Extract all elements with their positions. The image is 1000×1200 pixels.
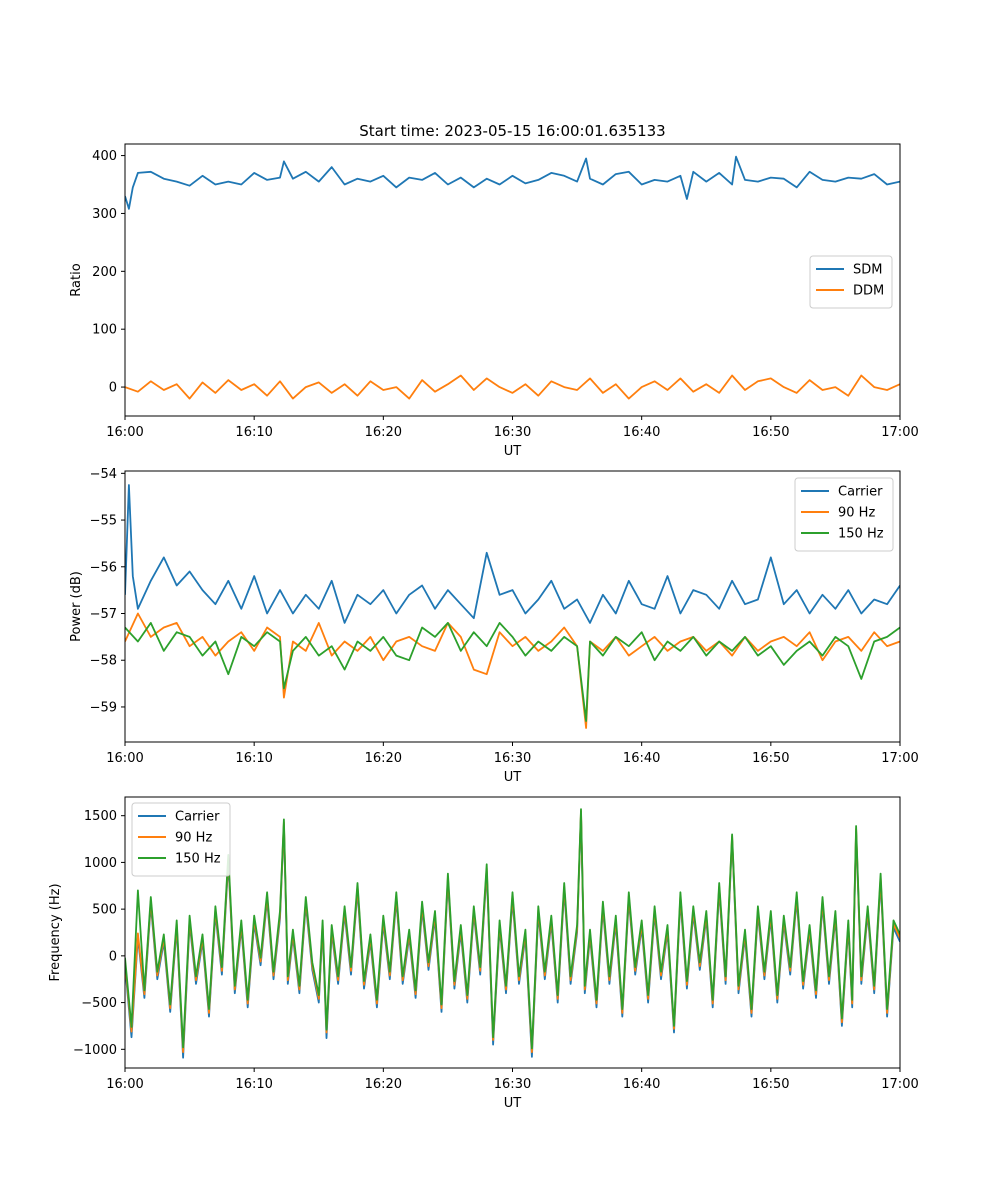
x-tick-label: 16:30 (494, 1077, 531, 1092)
chart-panel-1: 16:00 16:10 16:20 16:30 16:40 16:50 17:00 0 100 2… (69, 143, 919, 459)
x-tick-label: 16:10 (235, 751, 272, 766)
legend-label: 90 Hz (175, 831, 212, 846)
y-tick-label: −54 (90, 467, 117, 482)
x-tick-label: 17:00 (881, 1077, 918, 1092)
y-tick-label: 0 (109, 381, 117, 396)
y-axis-label: Power (dB) (69, 571, 84, 642)
plot-area (125, 155, 900, 400)
figure-title: Start time: 2023-05-15 16:00:01.635133 (359, 122, 665, 140)
x-tick-label: 16:00 (106, 1077, 143, 1092)
plot-area (125, 808, 900, 1059)
y-tick-label: 500 (92, 903, 117, 918)
chart-panel-2: 16:00 16:10 16:20 16:30 16:40 16:50 17:00 −59 −5… (69, 467, 919, 785)
chart-panel-3: 16:00 16:10 16:20 16:30 16:40 16:50 17:00 −1000… (48, 796, 919, 1111)
x-tick-label: 17:00 (881, 425, 918, 440)
x-tick-label: 16:50 (752, 751, 789, 766)
y-tick-label: 1000 (84, 856, 117, 871)
y-tick-label: −500 (81, 996, 117, 1011)
y-tick-label: −59 (90, 700, 117, 715)
series-line-ddm (125, 374, 900, 400)
legend: SDM DDM (809, 255, 893, 309)
y-axis-label: Ratio (69, 263, 84, 296)
y-tick-label: 100 (92, 323, 117, 338)
x-tick-label: 16:20 (365, 1077, 402, 1092)
y-tick-label: −58 (90, 654, 117, 669)
x-axis-label: UT (504, 444, 522, 459)
x-tick-label: 16:50 (752, 425, 789, 440)
series-line-90-hz (125, 612, 900, 729)
y-axis-label: Frequency (Hz) (48, 883, 63, 981)
y-tick-label: −56 (90, 560, 117, 575)
legend-label: DDM (853, 284, 884, 299)
x-tick-label: 16:30 (494, 751, 531, 766)
x-tick-label: 16:50 (752, 1077, 789, 1092)
y-tick-label: −55 (90, 514, 117, 529)
x-tick-label: 16:20 (365, 425, 402, 440)
legend-label: 150 Hz (175, 852, 221, 867)
series-line-carrier (125, 484, 900, 624)
legend-label: Carrier (175, 810, 220, 825)
series-line-carrier (125, 812, 900, 1059)
legend: Carrier 90 Hz 150 Hz (794, 477, 894, 552)
y-tick-label: 300 (92, 207, 117, 222)
y-tick-label: 400 (92, 149, 117, 164)
legend: Carrier 90 Hz 150 Hz (131, 802, 231, 877)
series-line-sdm (125, 155, 900, 210)
x-tick-label: 16:00 (106, 751, 143, 766)
x-tick-label: 16:20 (365, 751, 402, 766)
x-tick-label: 16:00 (106, 425, 143, 440)
x-tick-label: 16:40 (623, 425, 660, 440)
x-tick-label: 16:40 (623, 751, 660, 766)
x-tick-label: 17:00 (881, 751, 918, 766)
legend-label: 150 Hz (838, 527, 884, 542)
x-axis-label: UT (504, 1096, 522, 1111)
series-line-150-hz (125, 808, 900, 1050)
y-tick-label: −57 (90, 607, 117, 622)
y-tick-label: 200 (92, 265, 117, 280)
x-tick-label: 16:40 (623, 1077, 660, 1092)
plot-area (125, 484, 900, 729)
series-line-150-hz (125, 622, 900, 722)
x-tick-label: 16:30 (494, 425, 531, 440)
legend-label: Carrier (838, 485, 883, 500)
legend-label: SDM (853, 263, 882, 278)
legend-label: 90 Hz (838, 506, 875, 521)
y-tick-label: −1000 (73, 1043, 117, 1058)
y-tick-label: 1500 (84, 809, 117, 824)
y-tick-label: 0 (109, 949, 117, 964)
x-tick-label: 16:10 (235, 425, 272, 440)
x-tick-label: 16:10 (235, 1077, 272, 1092)
x-axis-label: UT (504, 770, 522, 785)
